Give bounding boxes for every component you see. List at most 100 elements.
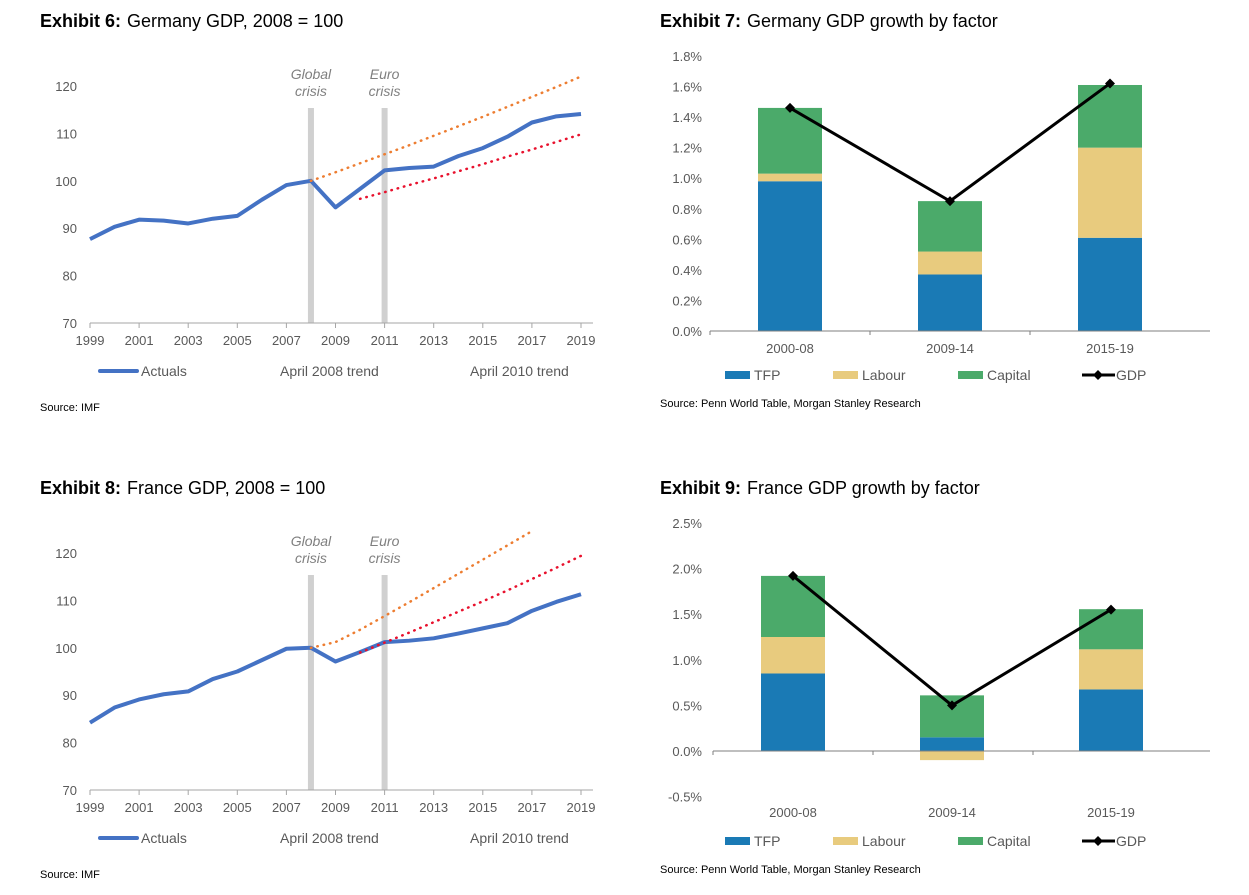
legend-swatch-capital xyxy=(958,371,983,379)
bar-tfp xyxy=(920,737,984,751)
crisis-label: crisis xyxy=(295,83,327,99)
crisis-marker xyxy=(307,108,314,323)
y-tick-label: 100 xyxy=(55,641,77,656)
legend-label: GDP xyxy=(1116,367,1146,383)
exhibit-title: Exhibit 6: Germany GDP, 2008 = 100 xyxy=(40,11,343,31)
legend-swatch-tfp xyxy=(725,837,750,845)
x-tick-label: 2013 xyxy=(419,333,448,348)
legend-label: Actuals xyxy=(141,830,187,846)
y-tick-label: 2.0% xyxy=(672,562,702,577)
legend-swatch-tfp xyxy=(725,371,750,379)
x-tick-label: 2003 xyxy=(174,800,203,815)
y-tick-label: 100 xyxy=(55,174,77,189)
bar-tfp xyxy=(758,181,822,331)
y-tick-label: 110 xyxy=(56,126,77,141)
category-label: 2015-19 xyxy=(1086,341,1134,356)
y-tick-label: 1.2% xyxy=(672,141,702,156)
x-tick-label: 2005 xyxy=(223,800,252,815)
crisis-label: crisis xyxy=(369,83,401,99)
y-tick-label: 0.0% xyxy=(672,324,702,339)
series-actuals xyxy=(89,111,582,241)
legend-label: April 2010 trend xyxy=(470,830,569,846)
y-tick-label: 1.0% xyxy=(672,653,702,668)
gdp-marker xyxy=(785,102,795,113)
crisis-label: Global xyxy=(291,533,332,549)
category-label: 2015-19 xyxy=(1087,805,1135,820)
y-tick-label: 1.4% xyxy=(672,110,702,125)
x-tick-label: 2003 xyxy=(174,333,203,348)
bar-labour xyxy=(1078,147,1142,238)
legend-label: Actuals xyxy=(141,363,187,379)
y-tick-label: 120 xyxy=(55,79,77,94)
gdp-marker xyxy=(945,196,955,207)
crisis-label: Euro xyxy=(370,66,400,82)
category-label: 2000-08 xyxy=(766,341,814,356)
exhibit-title-text: France GDP, 2008 = 100 xyxy=(127,478,325,498)
crisis-label: crisis xyxy=(369,550,401,566)
bar-capital xyxy=(1078,84,1142,148)
exhibit-number: Exhibit 6: xyxy=(40,11,121,31)
bar-labour xyxy=(1079,649,1143,690)
bar-capital xyxy=(918,201,982,252)
y-tick-label: 70 xyxy=(63,783,77,798)
gdp-marker xyxy=(1105,78,1115,89)
category-label: 2009-14 xyxy=(928,805,976,820)
series-april-2008-trend xyxy=(309,75,583,183)
x-tick-label: 2001 xyxy=(125,333,154,348)
source-note: Source: IMF xyxy=(40,869,100,881)
crisis-label: crisis xyxy=(295,550,327,566)
x-tick-label: 2011 xyxy=(371,800,399,815)
x-tick-label: 2017 xyxy=(517,800,546,815)
crisis-label: Global xyxy=(291,66,332,82)
y-tick-label: 0.6% xyxy=(672,232,702,247)
exhibit-title-text: Germany GDP, 2008 = 100 xyxy=(127,11,343,31)
exhibit-title: Exhibit 9: France GDP growth by factor xyxy=(660,478,980,498)
y-tick-label: 0.5% xyxy=(672,698,702,713)
crisis-marker xyxy=(307,575,314,790)
y-tick-label: 1.8% xyxy=(672,49,702,64)
category-label: 2009-14 xyxy=(926,341,974,356)
x-tick-label: 2011 xyxy=(371,333,399,348)
series-april-2010-trend xyxy=(358,133,583,201)
bar-chart-1: Exhibit 7: Germany GDP growth by factor 0.… xyxy=(660,11,1210,410)
bar-tfp xyxy=(1078,237,1142,331)
y-tick-label: 0.2% xyxy=(672,293,702,308)
x-tick-label: 2001 xyxy=(125,800,154,815)
bar-tfp xyxy=(761,673,825,751)
x-tick-label: 2015 xyxy=(468,333,497,348)
y-tick-label: 110 xyxy=(56,593,77,608)
legend-swatch-labour xyxy=(833,837,858,845)
x-tick-label: 1999 xyxy=(76,800,105,815)
y-tick-label: 120 xyxy=(55,546,77,561)
y-tick-label: 1.6% xyxy=(672,80,702,95)
exhibit-title: Exhibit 8: France GDP, 2008 = 100 xyxy=(40,478,325,498)
bar-tfp xyxy=(1079,689,1143,751)
x-tick-label: 2019 xyxy=(567,333,596,348)
bar-capital xyxy=(758,107,822,174)
exhibit-title: Exhibit 7: Germany GDP growth by factor xyxy=(660,11,998,31)
bar-labour xyxy=(758,173,822,182)
bar-tfp xyxy=(918,274,982,331)
exhibit-number: Exhibit 8: xyxy=(40,478,121,498)
source-note: Source: Penn World Table, Morgan Stanley… xyxy=(660,398,921,410)
y-tick-label: -0.5% xyxy=(668,790,702,805)
exhibit-number: Exhibit 7: xyxy=(660,11,741,31)
series-april-2010-trend xyxy=(358,554,583,654)
crisis-marker xyxy=(381,108,388,323)
legend-label: April 2008 trend xyxy=(280,830,379,846)
bar-labour xyxy=(920,751,984,761)
series-april-2008-trend xyxy=(309,529,534,650)
bar-labour xyxy=(918,251,982,275)
legend-label: Labour xyxy=(862,367,906,383)
exhibit-number: Exhibit 9: xyxy=(660,478,741,498)
line-chart-2: Exhibit 8: France GDP, 2008 = 100Globalcr… xyxy=(40,478,595,881)
y-tick-label: 2.5% xyxy=(672,516,702,531)
legend-label: Capital xyxy=(987,833,1031,849)
line-chart-0: Exhibit 6: Germany GDP, 2008 = 100Globalc… xyxy=(40,11,595,414)
bar-chart-3: Exhibit 9: France GDP growth by factor -0.… xyxy=(660,478,1210,876)
y-tick-label: 0.0% xyxy=(672,744,702,759)
legend-label: April 2008 trend xyxy=(280,363,379,379)
bar-capital xyxy=(1079,609,1143,650)
gdp-marker xyxy=(1106,604,1116,615)
y-tick-label: 70 xyxy=(63,316,77,331)
